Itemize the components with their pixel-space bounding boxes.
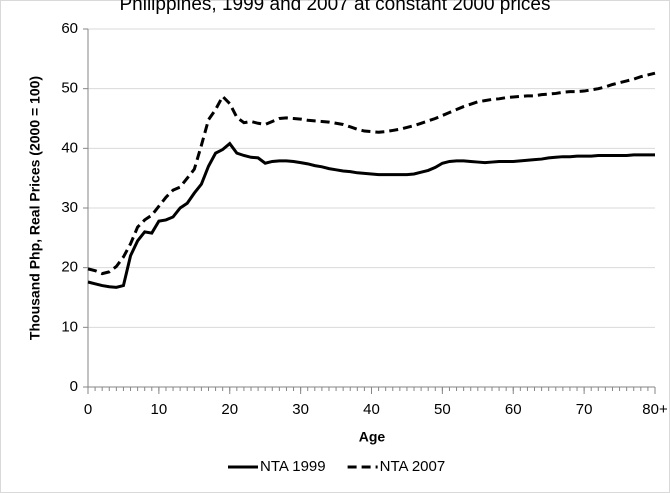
legend-label: NTA 1999: [260, 458, 326, 475]
y-tick-label: 10: [61, 318, 78, 335]
x-axis-title: Age: [359, 429, 386, 445]
x-tick-label: 50: [434, 401, 451, 418]
data-line: [87, 71, 656, 276]
y-tick-label: 50: [61, 80, 78, 97]
legend-label: NTA 2007: [380, 458, 446, 475]
x-tick-label: 80+: [642, 401, 668, 418]
y-axis-title: Thousand Php, Real Prices (2000 = 100): [27, 76, 43, 340]
x-tick-label: 60: [505, 401, 522, 418]
chart-title: Philippines, 1999 and 2007 at constant 2…: [120, 0, 551, 15]
x-tick-label: 30: [292, 401, 309, 418]
y-tick-label: 0: [70, 378, 78, 395]
x-tick-label: 20: [221, 401, 238, 418]
y-tick-label: 30: [61, 199, 78, 216]
data-line: [87, 141, 655, 289]
x-tick-label: 40: [363, 401, 380, 418]
y-tick-label: 20: [61, 259, 78, 276]
x-tick-label: 0: [84, 401, 92, 418]
x-tick-label: 70: [576, 401, 593, 418]
y-tick-label: 40: [61, 139, 78, 156]
x-tick-label: 10: [151, 401, 168, 418]
y-tick-label: 60: [61, 20, 78, 37]
